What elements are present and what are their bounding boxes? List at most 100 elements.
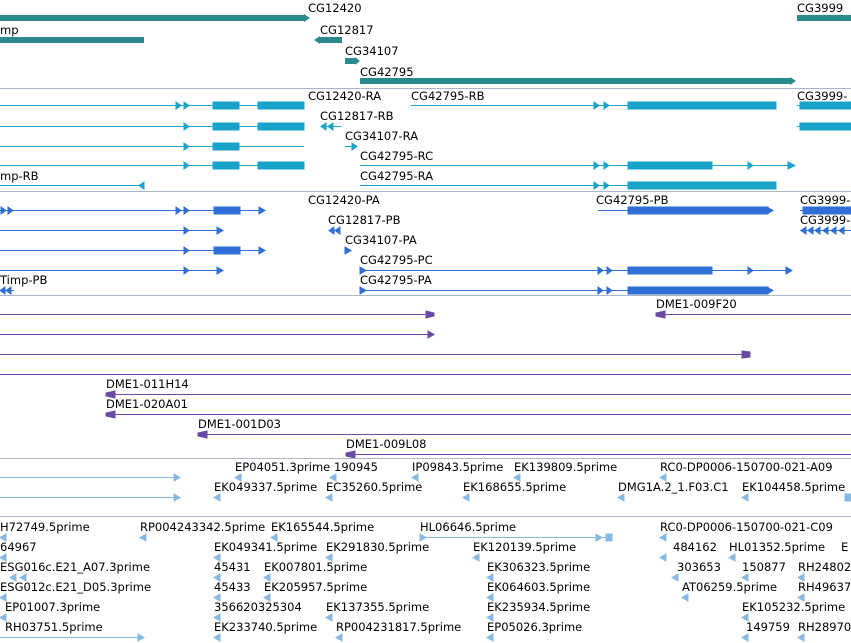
est-label[interactable]: RC0-DP0006-150700-021-A09 <box>660 460 833 474</box>
est-label[interactable]: EP01007.3prime <box>5 600 101 614</box>
est-label[interactable]: EK139809.5prime <box>514 460 618 474</box>
est-label[interactable]: EK007801.5prime <box>264 560 368 574</box>
gene-bar[interactable] <box>345 58 355 64</box>
gene-label[interactable]: CG42795 <box>360 65 414 79</box>
est-label[interactable]: RH03751.5prime <box>5 620 103 634</box>
transcript-label[interactable]: CG42795-RA <box>360 169 434 183</box>
gene-bar[interactable] <box>797 15 851 21</box>
protein-label[interactable]: CG12420-PA <box>308 193 380 207</box>
clone-label[interactable]: DME1-001D03 <box>198 417 281 431</box>
est-label[interactable]: HL06646.5prime <box>420 520 517 534</box>
track-separator <box>0 458 851 459</box>
est-label[interactable]: RC0-DP0006-150700-021-C09 <box>660 520 833 534</box>
transcript-label[interactable]: CG12817-RB <box>320 109 394 123</box>
est-label[interactable]: DMG1A.2_1.F03.C1 <box>618 480 729 494</box>
est-label[interactable]: 303653 <box>677 560 721 574</box>
transcript-label[interactable]: mp-RB <box>0 169 39 183</box>
est-label[interactable]: EK049337.5prime <box>214 480 318 494</box>
gene-label[interactable]: mp <box>0 23 19 37</box>
track-separator <box>0 516 851 517</box>
est-label[interactable]: IP09843.5prime <box>412 460 504 474</box>
est-label[interactable]: EK233740.5prime <box>214 620 318 634</box>
est-label[interactable]: EK291830.5prime <box>326 540 430 554</box>
clone-track-features <box>0 310 851 459</box>
track-separator <box>0 295 851 296</box>
est-label[interactable]: EK205957.5prime <box>264 580 368 594</box>
track-separator <box>0 191 851 192</box>
est-label[interactable]: EK064603.5prime <box>487 580 591 594</box>
est-label[interactable]: RP004243342.5prime <box>140 520 266 534</box>
gene-bar[interactable] <box>0 15 304 21</box>
est-label[interactable]: 484162 <box>673 540 717 554</box>
est-label[interactable]: 356620325304 <box>214 600 302 614</box>
est-track-a-features <box>0 473 851 502</box>
transcript-label[interactable]: CG34107-RA <box>345 129 419 143</box>
clone-track: DME1-009F20 DME1-011H14 DME1-020A01 DME1… <box>0 296 851 459</box>
est-label[interactable]: 150877 <box>742 560 786 574</box>
est-label[interactable]: EK306323.5prime <box>487 560 591 574</box>
est-label[interactable]: EC35260.5prime <box>326 480 423 494</box>
est-label[interactable]: 64967 <box>0 540 37 554</box>
protein-label[interactable]: CG42795-PB <box>596 193 669 207</box>
protein-label[interactable]: Timp-PB <box>0 273 48 287</box>
est-label[interactable]: RH24802 <box>798 560 851 574</box>
protein-label[interactable]: CG12817-PB <box>328 213 401 227</box>
gene-track-features <box>0 14 851 85</box>
gene-label[interactable]: CG12420 <box>308 1 362 15</box>
gene-label[interactable]: CG3999 <box>797 1 844 15</box>
transcript-label[interactable]: CG3999- <box>797 89 848 103</box>
est-label[interactable]: EK105232.5prime <box>742 600 846 614</box>
est-label[interactable]: 190945 <box>334 460 378 474</box>
est-label[interactable]: EK168655.5prime <box>463 480 567 494</box>
est-label[interactable]: AT06259.5prime <box>682 580 778 594</box>
gene-arrow <box>314 36 320 44</box>
est-label[interactable]: ESG012c.E21_D05.3prime <box>0 580 152 594</box>
est-label[interactable]: RP004231817.5prime <box>336 620 462 634</box>
protein-label[interactable]: CG42795-PC <box>360 253 433 267</box>
est-label[interactable]: EK137355.5prime <box>326 600 430 614</box>
est-label[interactable]: EK165544.5prime <box>271 520 375 534</box>
gene-arrow <box>790 77 796 85</box>
est-label[interactable]: EK235934.5prime <box>487 600 591 614</box>
clone-label[interactable]: DME1-009F20 <box>656 297 737 311</box>
est-label[interactable]: ESG016c.E21_A07.3prime <box>0 560 151 574</box>
est-label[interactable]: EK104458.5prime <box>742 480 846 494</box>
protein-label[interactable]: CG42795-PA <box>360 273 432 287</box>
gene-arrow <box>355 57 360 65</box>
clone-label[interactable]: DME1-009L08 <box>346 437 427 451</box>
gene-bar[interactable] <box>320 37 342 43</box>
gene-bar[interactable] <box>0 37 144 43</box>
est-track-a: EP04051.3prime 190945 IP09843.5prime EK1… <box>0 459 851 516</box>
protein-track: CG12420-PA CG42795-PB CG3999- CG12817-PB… <box>0 192 851 295</box>
transcript-label[interactable]: CG42795-RB <box>411 89 485 103</box>
est-label[interactable]: 45431 <box>214 560 251 574</box>
est-track-b-features <box>0 533 805 642</box>
clone-label[interactable]: DME1-020A01 <box>106 397 188 411</box>
est-track-b: H72749.5prime RP004243342.5prime EK16554… <box>0 517 851 643</box>
track-separator <box>0 88 851 89</box>
est-label[interactable]: EK049341.5prime <box>214 540 318 554</box>
est-label[interactable]: 149759 <box>746 620 790 634</box>
gene-arrow <box>304 14 310 22</box>
est-label[interactable]: H72749.5prime <box>0 520 90 534</box>
est-label[interactable]: HL01352.5prime <box>729 540 826 554</box>
est-label[interactable]: EP04051.3prime <box>235 460 331 474</box>
transcript-label[interactable]: CG12420-RA <box>308 89 382 103</box>
transcript-track-features <box>0 101 851 190</box>
est-label[interactable]: EK120139.5prime <box>473 540 577 554</box>
clone-label[interactable]: DME1-011H14 <box>106 377 189 391</box>
est-label[interactable]: 45433 <box>214 580 251 594</box>
est-label[interactable]: E <box>841 540 849 554</box>
transcript-label[interactable]: CG42795-RC <box>360 149 434 163</box>
est-label[interactable]: RH49637 <box>798 580 851 594</box>
est-label[interactable]: EP05026.3prime <box>487 620 583 634</box>
est-label[interactable]: RH28970 <box>798 620 851 634</box>
transcript-track: CG12420-RA CG42795-RB CG3999- CG12817-RB… <box>0 89 851 191</box>
gene-label[interactable]: CG12817 <box>320 23 374 37</box>
protein-label[interactable]: CG3999- <box>800 213 851 227</box>
gene-label[interactable]: CG34107 <box>345 44 399 58</box>
protein-label[interactable]: CG3999- <box>800 193 851 207</box>
gene-bar[interactable] <box>360 78 790 84</box>
protein-label[interactable]: CG34107-PA <box>345 233 417 247</box>
